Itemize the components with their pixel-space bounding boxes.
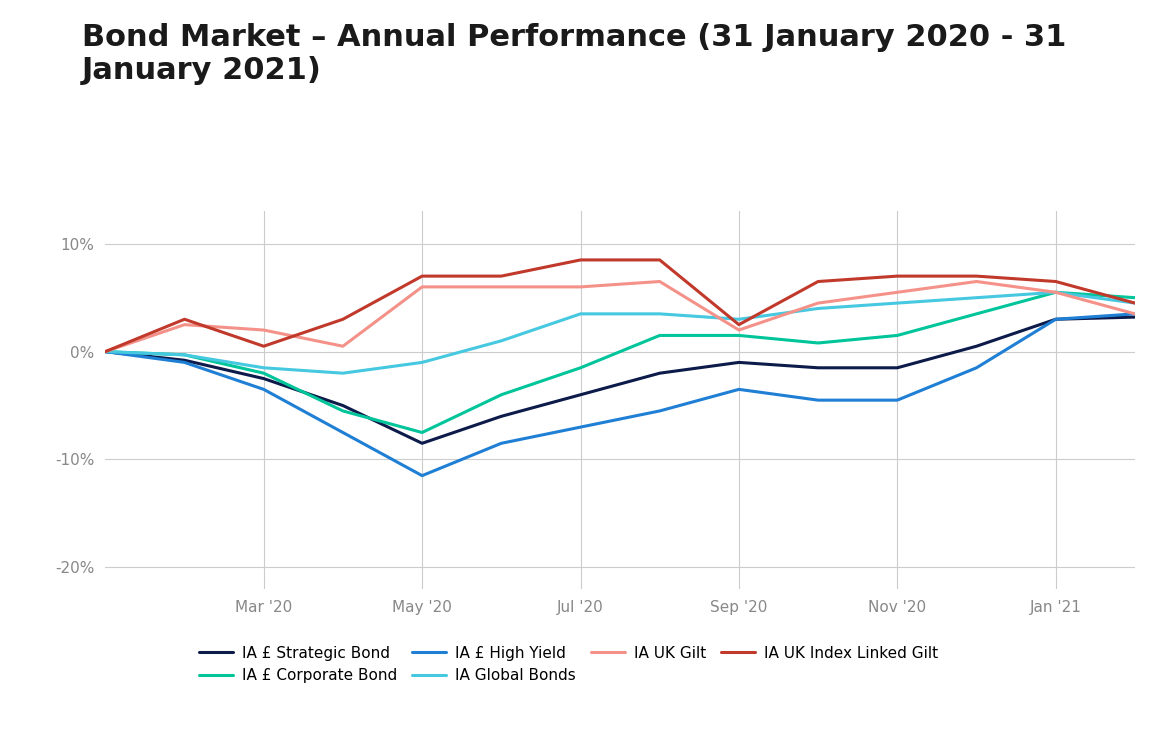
IA £ Corporate Bond	[178, 350, 192, 359]
IA Global Bonds	[415, 358, 429, 367]
IA UK Gilt	[494, 282, 508, 291]
IA Global Bonds	[1048, 288, 1062, 297]
IA UK Gilt	[653, 277, 667, 286]
IA UK Gilt	[970, 277, 984, 286]
IA UK Gilt	[98, 347, 112, 356]
IA Global Bonds	[98, 347, 112, 356]
Line: IA Global Bonds: IA Global Bonds	[105, 292, 1135, 373]
IA £ Corporate Bond	[1048, 288, 1062, 297]
IA £ Corporate Bond	[811, 338, 825, 347]
Line: IA £ Corporate Bond: IA £ Corporate Bond	[105, 292, 1135, 433]
IA £ Strategic Bond	[256, 374, 270, 383]
IA £ Strategic Bond	[653, 368, 667, 378]
IA £ Corporate Bond	[336, 406, 350, 415]
IA £ Corporate Bond	[415, 428, 429, 437]
IA £ Strategic Bond	[890, 363, 904, 372]
IA £ High Yield	[336, 428, 350, 437]
IA UK Gilt	[732, 325, 746, 334]
IA £ Corporate Bond	[98, 347, 112, 356]
IA UK Index Linked Gilt	[1048, 277, 1062, 286]
IA £ Corporate Bond	[494, 390, 508, 399]
IA UK Index Linked Gilt	[890, 272, 904, 281]
IA Global Bonds	[494, 336, 508, 345]
IA Global Bonds	[890, 298, 904, 307]
IA UK Index Linked Gilt	[811, 277, 825, 286]
IA £ High Yield	[256, 385, 270, 394]
IA £ High Yield	[178, 358, 192, 367]
IA £ Strategic Bond	[573, 390, 587, 399]
IA UK Gilt	[573, 282, 587, 291]
Legend: IA £ Strategic Bond, IA £ Corporate Bond, IA £ High Yield, IA Global Bonds, IA U: IA £ Strategic Bond, IA £ Corporate Bond…	[199, 646, 938, 683]
IA £ High Yield	[970, 363, 984, 372]
IA £ High Yield	[573, 423, 587, 432]
IA UK Index Linked Gilt	[1128, 298, 1142, 307]
IA UK Index Linked Gilt	[415, 272, 429, 281]
IA Global Bonds	[653, 310, 667, 319]
IA £ Strategic Bond	[811, 363, 825, 372]
IA £ Strategic Bond	[178, 356, 192, 365]
IA £ Strategic Bond	[336, 401, 350, 410]
IA Global Bonds	[970, 293, 984, 302]
IA £ High Yield	[890, 396, 904, 405]
IA Global Bonds	[732, 315, 746, 324]
IA £ High Yield	[1128, 310, 1142, 319]
IA £ Strategic Bond	[415, 439, 429, 448]
IA £ Strategic Bond	[970, 342, 984, 351]
Line: IA UK Index Linked Gilt: IA UK Index Linked Gilt	[105, 260, 1135, 352]
IA UK Index Linked Gilt	[494, 272, 508, 281]
IA UK Index Linked Gilt	[336, 315, 350, 324]
IA £ High Yield	[811, 396, 825, 405]
IA UK Gilt	[890, 288, 904, 297]
Line: IA £ Strategic Bond: IA £ Strategic Bond	[105, 317, 1135, 443]
IA £ Strategic Bond	[98, 347, 112, 356]
IA £ High Yield	[494, 439, 508, 448]
IA UK Gilt	[1128, 310, 1142, 319]
Text: Bond Market – Annual Performance (31 January 2020 - 31
January 2021): Bond Market – Annual Performance (31 Jan…	[82, 23, 1066, 85]
IA UK Index Linked Gilt	[970, 272, 984, 281]
IA £ High Yield	[415, 471, 429, 480]
IA UK Index Linked Gilt	[653, 255, 667, 264]
Line: IA £ High Yield: IA £ High Yield	[105, 314, 1135, 476]
IA £ High Yield	[98, 347, 112, 356]
IA £ Corporate Bond	[732, 331, 746, 340]
IA UK Index Linked Gilt	[732, 320, 746, 329]
IA UK Index Linked Gilt	[178, 315, 192, 324]
IA UK Gilt	[256, 325, 270, 334]
IA £ Corporate Bond	[653, 331, 667, 340]
IA UK Index Linked Gilt	[256, 342, 270, 351]
IA Global Bonds	[811, 304, 825, 313]
IA UK Index Linked Gilt	[573, 255, 587, 264]
IA UK Index Linked Gilt	[98, 347, 112, 356]
IA £ Corporate Bond	[970, 310, 984, 319]
IA £ High Yield	[732, 385, 746, 394]
IA £ Corporate Bond	[573, 363, 587, 372]
IA £ High Yield	[653, 406, 667, 415]
Line: IA UK Gilt: IA UK Gilt	[105, 282, 1135, 352]
IA Global Bonds	[336, 368, 350, 378]
IA £ High Yield	[1048, 315, 1062, 324]
IA UK Gilt	[178, 320, 192, 329]
IA £ Corporate Bond	[890, 331, 904, 340]
IA UK Gilt	[415, 282, 429, 291]
IA Global Bonds	[178, 350, 192, 359]
IA UK Gilt	[1048, 288, 1062, 297]
IA Global Bonds	[573, 310, 587, 319]
IA £ Strategic Bond	[494, 411, 508, 421]
IA £ Corporate Bond	[1128, 293, 1142, 302]
IA £ Strategic Bond	[732, 358, 746, 367]
IA Global Bonds	[1128, 298, 1142, 307]
IA UK Gilt	[811, 298, 825, 307]
IA £ Strategic Bond	[1048, 315, 1062, 324]
IA Global Bonds	[256, 363, 270, 372]
IA £ Strategic Bond	[1128, 313, 1142, 322]
IA £ Corporate Bond	[256, 368, 270, 378]
IA UK Gilt	[336, 342, 350, 351]
